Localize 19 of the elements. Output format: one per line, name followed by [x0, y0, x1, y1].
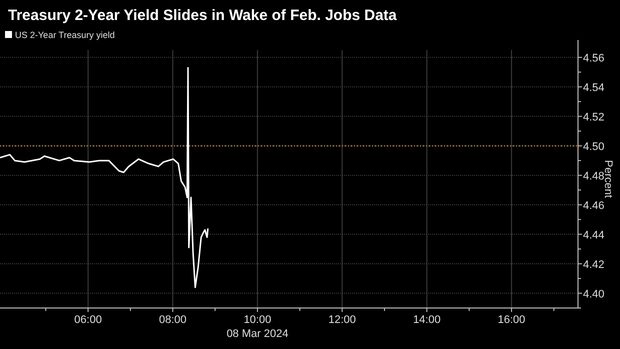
y-tick-label: 4.42 — [583, 258, 604, 271]
legend-label: US 2-Year Treasury yield — [15, 30, 115, 40]
line-series — [0, 66, 209, 288]
y-tick-label: 4.46 — [583, 200, 604, 212]
y-tick-label: 4.54 — [583, 82, 604, 94]
y-tick-label: 4.44 — [583, 229, 604, 242]
y-tick-label: 4.52 — [583, 111, 604, 124]
x-tick-label: 14:00 — [413, 314, 441, 326]
x-tick-label: 08:00 — [159, 314, 187, 326]
x-tick-label: 12:00 — [328, 314, 356, 326]
x-tick-label: 06:00 — [74, 314, 102, 326]
y-tick-label: 4.56 — [583, 52, 604, 64]
chart-title: Treasury 2-Year Yield Slides in Wake of Feb. Jobs Data — [8, 7, 398, 24]
x-tick-label: 10:00 — [244, 314, 272, 326]
y-tick-label: 4.40 — [583, 288, 604, 300]
x-tick-label: 16:00 — [498, 314, 526, 326]
y-tick-label: 4.48 — [583, 170, 604, 182]
x-axis-title: 08 Mar 2024 — [226, 328, 288, 340]
y-tick-label: 4.50 — [583, 140, 604, 153]
